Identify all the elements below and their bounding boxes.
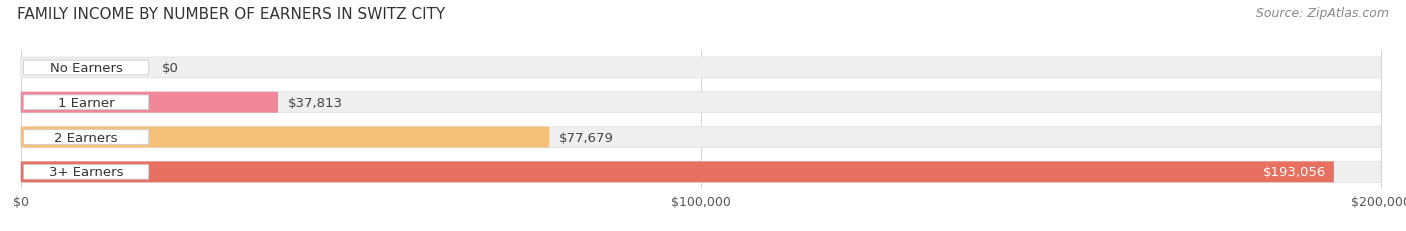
FancyBboxPatch shape bbox=[21, 162, 1381, 182]
FancyBboxPatch shape bbox=[21, 58, 1381, 79]
Text: 1 Earner: 1 Earner bbox=[58, 96, 114, 109]
FancyBboxPatch shape bbox=[21, 127, 550, 148]
FancyBboxPatch shape bbox=[21, 92, 278, 113]
Text: $77,679: $77,679 bbox=[558, 131, 613, 144]
Text: $193,056: $193,056 bbox=[1263, 166, 1326, 179]
Text: FAMILY INCOME BY NUMBER OF EARNERS IN SWITZ CITY: FAMILY INCOME BY NUMBER OF EARNERS IN SW… bbox=[17, 7, 446, 22]
FancyBboxPatch shape bbox=[24, 130, 149, 145]
FancyBboxPatch shape bbox=[24, 165, 149, 179]
FancyBboxPatch shape bbox=[21, 162, 1334, 182]
Text: $37,813: $37,813 bbox=[288, 96, 343, 109]
FancyBboxPatch shape bbox=[24, 61, 149, 75]
FancyBboxPatch shape bbox=[21, 92, 1381, 113]
Text: Source: ZipAtlas.com: Source: ZipAtlas.com bbox=[1256, 7, 1389, 20]
FancyBboxPatch shape bbox=[24, 96, 149, 110]
Text: 3+ Earners: 3+ Earners bbox=[49, 166, 124, 179]
Text: 2 Earners: 2 Earners bbox=[55, 131, 118, 144]
Text: $0: $0 bbox=[162, 62, 179, 75]
Text: No Earners: No Earners bbox=[49, 62, 122, 75]
FancyBboxPatch shape bbox=[21, 127, 1381, 148]
